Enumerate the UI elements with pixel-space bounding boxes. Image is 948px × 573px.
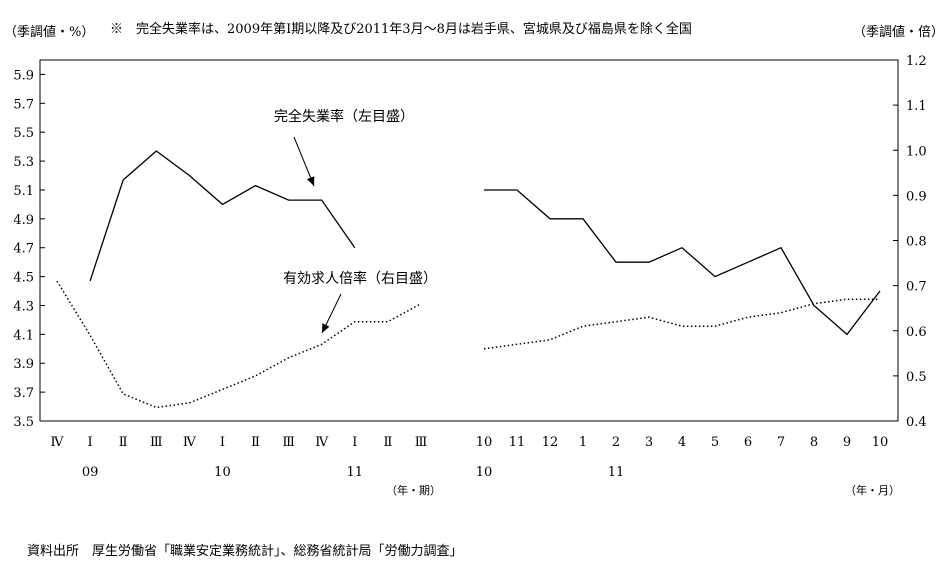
y-right-tick-label: 0.6	[906, 325, 927, 340]
y-right-tick-label: 0.7	[906, 280, 927, 295]
x-category-label: 10	[476, 435, 493, 450]
x-category-label: 12	[542, 435, 559, 450]
x-category-label: 8	[810, 435, 818, 450]
job-openings-ratio-line	[483, 298, 880, 350]
series-label-job-ratio: 有効求人倍率（右目盛）	[283, 270, 437, 287]
y-right-tick-label: 1.2	[906, 54, 927, 69]
y-left-tick-label: 5.1	[13, 184, 34, 199]
y-right-tick-label: 1.1	[906, 99, 927, 114]
source-note: 資料出所 厚生労働省「職業安定業務統計」、総務省統計局「労働力調査」	[27, 543, 463, 559]
y-axis-right: 1.2 1.1 1.0 0.9 0.8 0.7 0.6 0.5 0.4	[893, 54, 927, 430]
unemployment-rate-line	[484, 189, 881, 336]
y-left-tick-label: 3.9	[13, 357, 34, 372]
y-right-tick-label: 0.5	[906, 370, 927, 385]
y-right-tick-label: 0.4	[906, 415, 927, 430]
x-category-label: 3	[645, 435, 653, 450]
x-category-label: Ⅱ	[251, 435, 260, 450]
x-unit-label: （年・月）	[845, 483, 900, 497]
x-category-label: 6	[744, 435, 752, 450]
x-category-label: Ⅰ	[220, 435, 225, 450]
y-left-tick-label: 5.5	[13, 126, 34, 141]
y-right-tick-label: 0.9	[906, 189, 927, 204]
x-category-label: 2	[612, 435, 620, 450]
unemployment-rate-line	[89, 150, 356, 282]
x-year-label: 11	[608, 465, 625, 480]
right-unit-label: （季調値・倍）	[853, 24, 944, 40]
series-label-unemployment: 完全失業率（左目盛）	[274, 108, 414, 125]
x-category-label: Ⅱ	[119, 435, 128, 450]
x-category-label: Ⅲ	[415, 435, 428, 450]
left-unit-label: （季調値・%）	[4, 24, 94, 40]
y-right-tick-label: 0.8	[906, 235, 927, 250]
x-unit-label: （年・期）	[386, 483, 441, 497]
x-category-label: Ⅰ	[352, 435, 357, 450]
x-year-label: 09	[82, 465, 99, 480]
plot-frame	[39, 59, 899, 422]
y-left-tick-label: 5.9	[13, 68, 34, 83]
x-category-label: 11	[509, 435, 526, 450]
x-category-label: 4	[678, 435, 686, 450]
y-left-tick-label: 5.7	[13, 97, 34, 112]
x-category-label: 10	[872, 435, 889, 450]
arrow-job-ratio	[321, 293, 342, 334]
y-left-tick-label: 5.3	[13, 155, 34, 170]
y-left-tick-label: 3.7	[13, 386, 34, 401]
y-left-tick-label: 4.7	[13, 242, 34, 257]
x-category-label: Ⅲ	[282, 435, 295, 450]
job-openings-ratio-line	[56, 280, 422, 409]
x-category-label: 9	[843, 435, 851, 450]
x-category-label: Ⅳ	[315, 435, 329, 450]
x-category-label: 1	[579, 435, 587, 450]
series-lines	[56, 150, 881, 409]
x-category-label: Ⅱ	[383, 435, 392, 450]
y-left-tick-label: 4.9	[13, 213, 34, 228]
y-left-tick-label: 3.5	[13, 415, 34, 430]
x-category-label: 7	[777, 435, 785, 450]
y-right-tick-label: 1.0	[906, 144, 927, 159]
x-year-label: 11	[347, 465, 364, 480]
x-category-label: 5	[711, 435, 719, 450]
header-note: ※ 完全失業率は、2009年第Ⅰ期以降及び2011年3月～8月は岩手県、宮城県及…	[110, 21, 692, 37]
y-left-tick-label: 4.1	[13, 328, 34, 343]
x-category-label: Ⅲ	[150, 435, 163, 450]
y-left-tick-label: 4.5	[13, 271, 34, 286]
x-year-label: 10	[476, 465, 493, 480]
y-left-tick-label: 4.3	[13, 299, 34, 314]
x-category-label: Ⅰ	[88, 435, 93, 450]
x-category-label: Ⅳ	[51, 435, 65, 450]
y-axis-left: 5.9 5.7 5.5 5.3 5.1 4.9 4.7 4.5 4.3 4.1 3.9 3.7 3.5	[13, 68, 45, 430]
x-year-label: 10	[214, 465, 231, 480]
arrow-unemployment	[293, 136, 315, 187]
x-category-label: Ⅳ	[183, 435, 197, 450]
